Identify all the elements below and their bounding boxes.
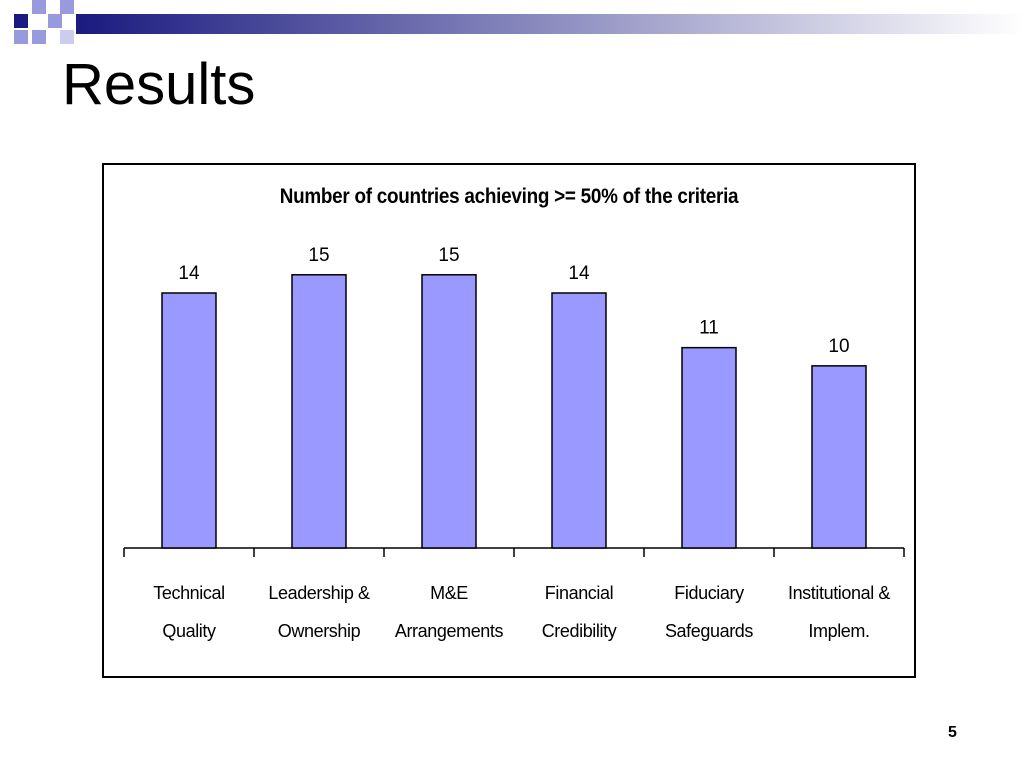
data-label: 15 [438,245,459,266]
data-label: 14 [568,263,590,284]
bar [681,346,737,549]
chart-title: Number of countries achieving >= 50% of … [279,185,739,208]
x-tick-label: Quality [162,621,216,641]
x-tick-label: Credibility [542,621,617,641]
x-tick-label: Financial [545,583,613,603]
x-tick-label: Ownership [278,621,361,641]
slide-title: Results [62,52,256,117]
x-tick-label: Arrangements [395,621,504,641]
bar [421,274,477,549]
bar [161,292,217,549]
x-tick-label: Fiduciary [674,583,744,603]
x-tick-label: Safeguards [665,621,753,641]
decoration-square [48,14,62,28]
bar [291,274,347,549]
decoration-square [32,0,46,14]
x-tick-label: Institutional & [788,583,890,603]
bar-chart: 14 Technical Quality 15 Leadership & Ownershi… [123,245,905,641]
data-label: 15 [308,245,329,266]
x-tick-label: M&E [430,583,468,603]
header-gradient-band [76,14,1024,34]
x-tick-label: Technical [153,583,224,603]
bar [551,292,607,549]
data-label: 10 [828,336,849,357]
decoration-square [60,30,74,44]
x-tick-label: Leadership & [268,583,370,603]
page-number: 5 [948,724,957,741]
chart-frame: 14 Technical Quality 15 Leadership & Ownershi… [102,163,916,678]
x-tick-label: Implem. [808,621,869,641]
decoration-square [14,30,28,44]
data-label: 14 [178,263,200,284]
decoration-square [32,30,46,44]
data-label: 11 [699,318,719,339]
bar [811,365,867,549]
decoration-square [60,0,74,14]
decoration-square [14,14,28,28]
slide-decoration [14,0,1024,44]
